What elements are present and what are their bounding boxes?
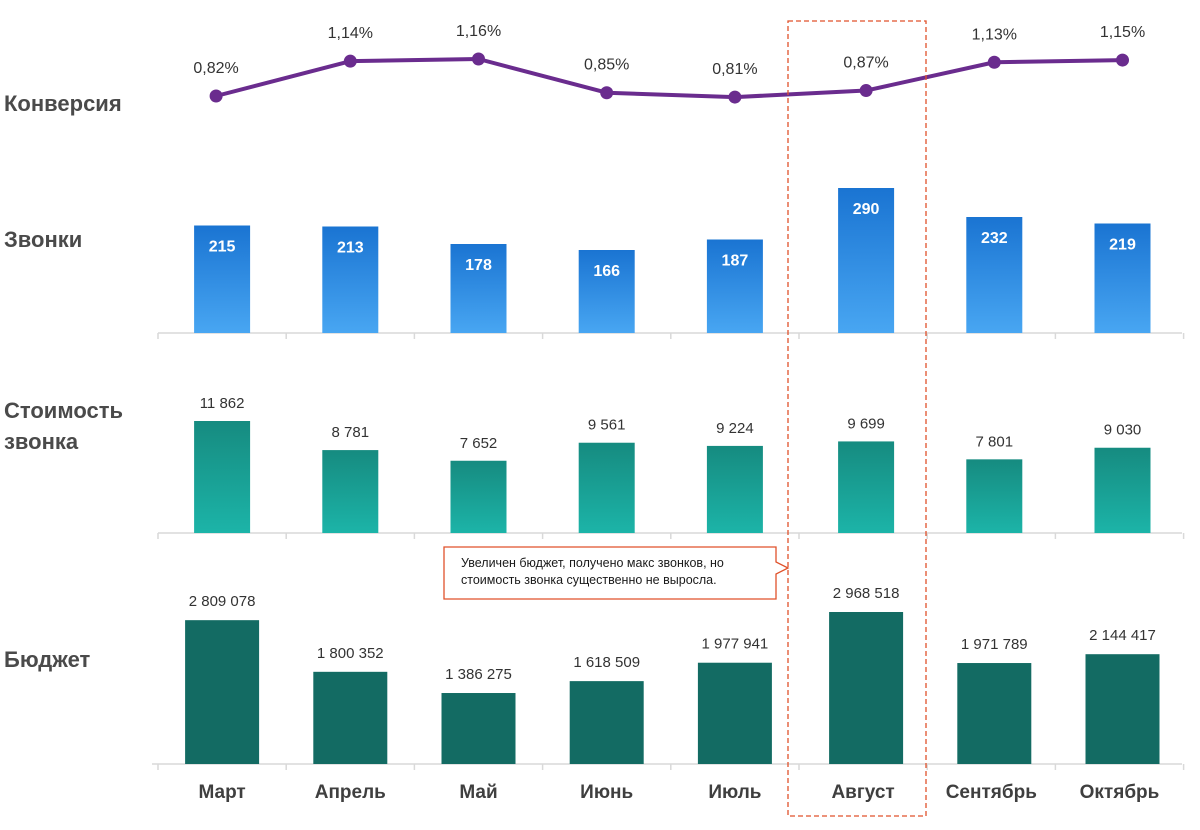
budget-bar <box>957 663 1032 764</box>
call-cost-bar <box>706 445 763 533</box>
annotation-box <box>443 546 790 600</box>
calls-bar-label: 290 <box>853 201 880 218</box>
call-cost-bar-label: 11 862 <box>200 395 245 412</box>
budget-bar-label: 1 800 352 <box>317 645 384 662</box>
calls-bar-label: 178 <box>465 257 492 274</box>
conversion-label: 0,87% <box>843 55 888 72</box>
calls-bar-label: 213 <box>337 240 364 257</box>
calls-bar-label: 187 <box>722 253 749 270</box>
conversion-label: 1,15% <box>1100 24 1145 41</box>
category-label: Август <box>831 782 894 803</box>
row-title-calls: Звонки <box>4 227 82 252</box>
conversion-point <box>987 55 1001 69</box>
conversion-label: 1,16% <box>456 23 501 40</box>
calls-bar <box>450 244 507 333</box>
budget-bar-label: 2 968 518 <box>833 585 900 602</box>
category-label: Март <box>198 782 245 803</box>
category-label: Апрель <box>315 782 386 803</box>
budget-bar-label: 1 971 789 <box>961 636 1028 653</box>
call-cost-bar-label: 9 030 <box>1104 422 1142 439</box>
budget-bar <box>313 671 388 764</box>
highlight-frame-august <box>787 20 927 817</box>
category-label: Июнь <box>580 782 633 803</box>
calls-bar <box>706 239 763 333</box>
call-cost-bar-label: 9 224 <box>716 420 754 437</box>
budget-bar <box>697 662 772 764</box>
conversion-label: 1,14% <box>328 25 373 42</box>
call-cost-bar <box>322 450 379 533</box>
budget-bar-label: 1 386 275 <box>445 666 512 683</box>
row-title-conversion: Конверсия <box>4 91 122 116</box>
conversion-point <box>600 86 614 100</box>
calls-bar-label: 166 <box>593 263 620 280</box>
calls-bar-label: 232 <box>981 230 1008 247</box>
conversion-point <box>209 89 223 103</box>
budget-bar <box>569 681 644 764</box>
budget-bar <box>1085 654 1160 764</box>
call-cost-bar-label: 8 781 <box>332 424 370 441</box>
conversion-line <box>215 57 1123 100</box>
row-title-call-cost-line2: звонка <box>4 429 79 454</box>
call-cost-bar-label: 9 699 <box>847 415 885 432</box>
row-title-budget: Бюджет <box>4 647 91 672</box>
conversion-point <box>728 90 742 104</box>
budget-bar <box>185 620 260 764</box>
category-label: Сентябрь <box>946 782 1037 803</box>
budget-bar-label: 1 977 941 <box>702 636 769 653</box>
call-cost-bar <box>194 421 251 533</box>
annotation-text-line2: стоимость звонка существенно не выросла. <box>461 573 717 587</box>
calls-bar <box>966 217 1023 333</box>
calls-bar <box>322 226 379 333</box>
annotation-text-line1: Увеличен бюджет, получено макс звонков, … <box>461 556 724 570</box>
conversion-point <box>1116 53 1129 67</box>
conversion-point <box>859 84 873 98</box>
budget-bar <box>441 693 516 764</box>
conversion-label: 0,81% <box>712 61 757 78</box>
calls-bar <box>578 250 635 333</box>
category-label: Октябрь <box>1080 782 1160 803</box>
calls-bar <box>194 225 251 333</box>
marks-layer <box>185 52 1160 764</box>
labels-layer: Март Апрель Май Июнь Июль Август Сентябрь Октяб… <box>189 23 1160 803</box>
call-cost-bar <box>1094 447 1151 533</box>
calls-bar <box>1094 223 1151 333</box>
annotation-callout: Увеличен бюджет, получено макс звонков, … <box>443 546 790 600</box>
call-cost-bar <box>966 459 1023 533</box>
conversion-label: 0,82% <box>193 60 238 77</box>
call-cost-bar <box>450 460 507 533</box>
call-cost-bar-label: 7 801 <box>976 433 1014 450</box>
budget-bar-label: 2 144 417 <box>1089 627 1156 644</box>
calls-bar-label: 219 <box>1109 237 1136 254</box>
conversion-point <box>472 52 485 66</box>
budget-bar-label: 1 618 509 <box>573 654 640 671</box>
budget-bar-label: 2 809 078 <box>189 593 256 610</box>
call-cost-bar <box>838 441 895 533</box>
category-label: Май <box>459 782 497 803</box>
conversion-point <box>343 54 357 68</box>
calls-bar <box>838 188 895 333</box>
budget-bar <box>829 612 904 764</box>
call-cost-bar-label: 7 652 <box>460 435 498 452</box>
call-cost-bar-label: 9 561 <box>588 417 626 434</box>
row-title-call-cost-line1: Стоимость <box>4 398 123 423</box>
call-cost-bar <box>578 442 635 533</box>
category-label: Июль <box>708 782 761 803</box>
conversion-label: 1,13% <box>972 26 1017 43</box>
calls-bar-label: 215 <box>209 239 236 256</box>
conversion-label: 0,85% <box>584 57 629 74</box>
